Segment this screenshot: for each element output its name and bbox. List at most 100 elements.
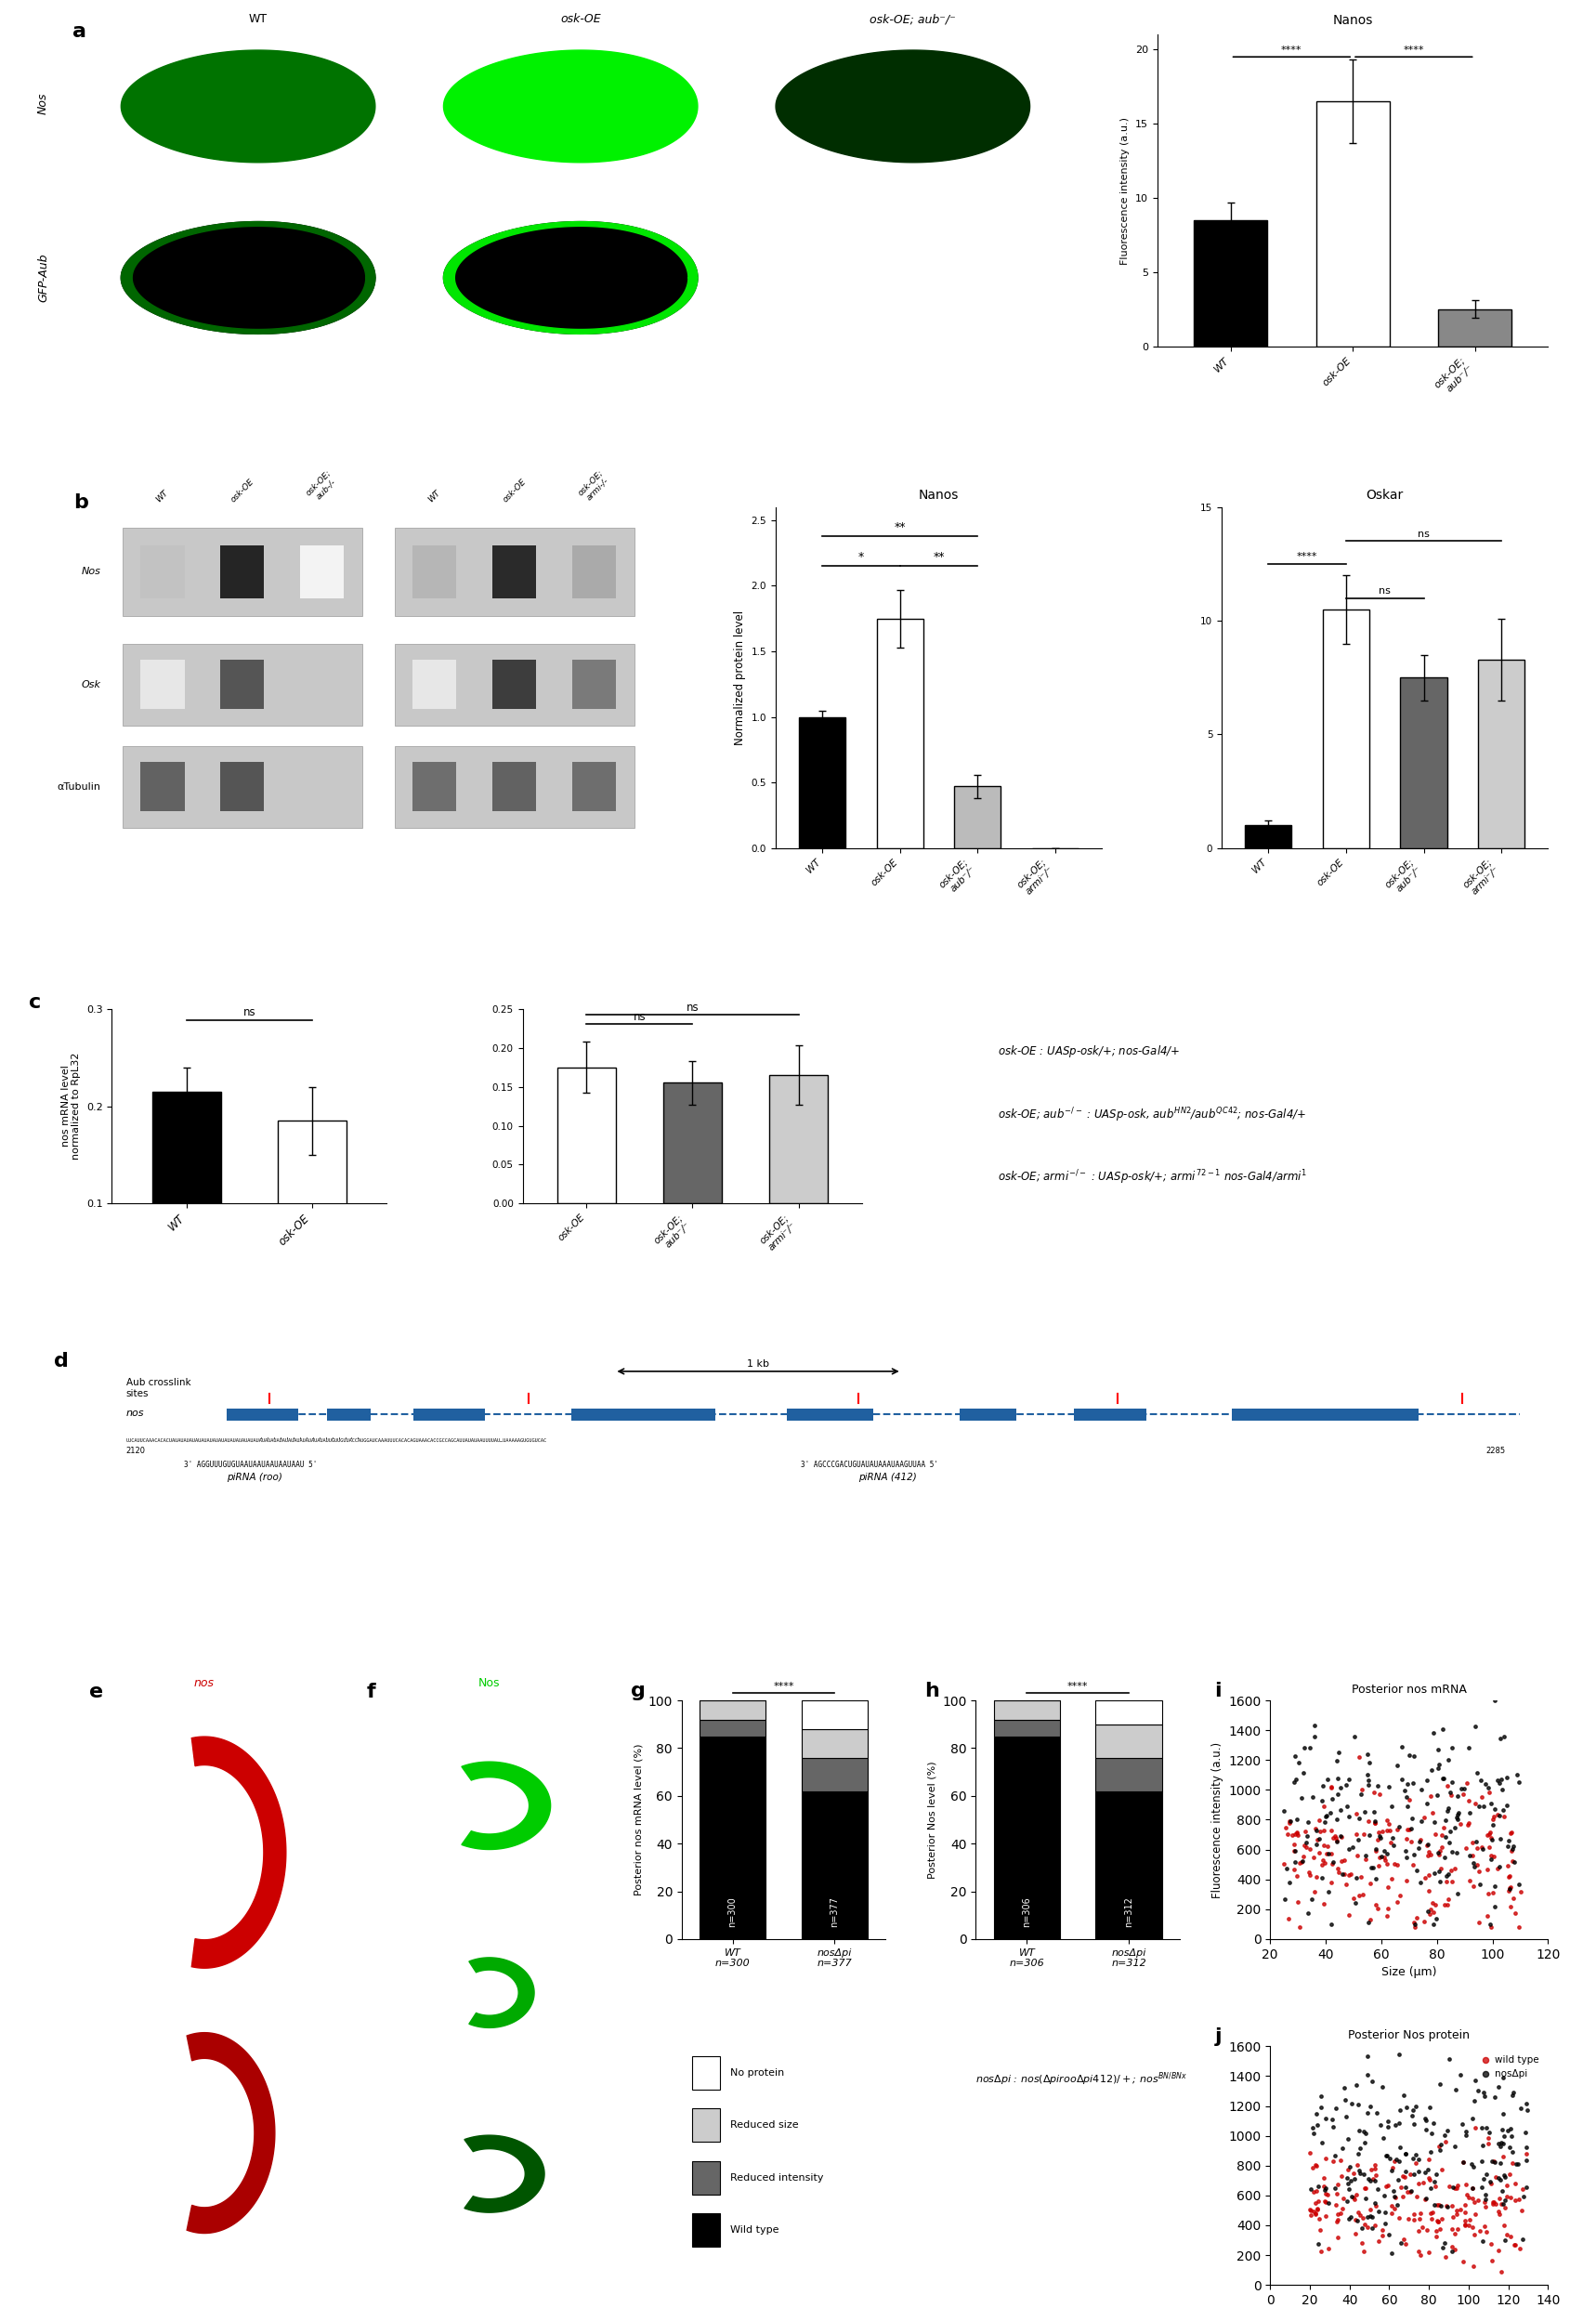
Point: [1320, 1844, 1345, 1881]
nosΔpi: [1476, 2126, 1502, 2163]
nosΔpi: [1352, 2232, 1377, 2269]
Point: [1435, 1768, 1460, 1805]
Point: [1333, 1867, 1358, 1904]
wild type: [1400, 2140, 1425, 2176]
Point: [1422, 1853, 1448, 1890]
nosΔpi: [1475, 2213, 1500, 2250]
Point: [1282, 1826, 1307, 1863]
Point: [1452, 1830, 1478, 1867]
Point: [1278, 1803, 1304, 1839]
nosΔpi: [1427, 2211, 1452, 2248]
Point: [1448, 1770, 1473, 1807]
wild type: [1483, 2144, 1508, 2181]
nosΔpi: [1494, 2179, 1519, 2216]
Point: [1314, 1798, 1339, 1835]
Text: 3' AGGUUUGUGUAAUAAUAAUAAUAAU 5': 3' AGGUUUGUGUAAUAAUAAUAAUAAU 5': [184, 1461, 316, 1470]
Bar: [876, 619, 922, 847]
Text: ns: ns: [1379, 586, 1390, 595]
Point: [1296, 1853, 1321, 1890]
Point: [1507, 1865, 1532, 1902]
Y-axis label: nos mRNA level
normalized to RpL32: nos mRNA level normalized to RpL32: [61, 1052, 81, 1161]
nosΔpi: [1424, 2213, 1449, 2250]
nosΔpi: [1462, 2110, 1487, 2146]
Point: [1291, 1729, 1317, 1766]
Bar: [123, 745, 362, 829]
Bar: [220, 660, 265, 709]
Point: [1508, 1874, 1534, 1911]
Point: [1479, 1821, 1505, 1858]
wild type: [1350, 2156, 1376, 2193]
Bar: [800, 718, 846, 847]
nosΔpi: [1460, 2170, 1486, 2206]
nosΔpi: [1382, 2179, 1408, 2216]
nosΔpi: [1481, 2183, 1507, 2220]
Bar: [1232, 1408, 1419, 1419]
Point: [1412, 1800, 1438, 1837]
Point: [1470, 1830, 1495, 1867]
Point: [1320, 1846, 1345, 1883]
Bar: [1095, 1701, 1162, 1724]
Point: [1329, 1856, 1355, 1893]
Point: [1417, 1895, 1443, 1932]
wild type: [1513, 2084, 1539, 2121]
Text: αTubulin: αTubulin: [57, 782, 101, 792]
nosΔpi: [1302, 2186, 1328, 2223]
Point: [1339, 1828, 1365, 1865]
Point: [1299, 1779, 1325, 1816]
wild type: [1492, 2181, 1518, 2218]
Text: Reduced intensity: Reduced intensity: [731, 2172, 824, 2181]
Point: [1393, 1779, 1419, 1816]
Point: [1475, 1897, 1500, 1934]
Point: [1291, 1826, 1317, 1863]
nosΔpi: [1392, 2220, 1417, 2257]
Point: [1443, 1851, 1468, 1888]
nosΔpi: [1301, 2149, 1326, 2186]
nosΔpi: [1487, 2181, 1513, 2218]
Point: [1460, 1867, 1486, 1904]
Point: [1272, 1791, 1298, 1828]
wild type: [1384, 2142, 1409, 2179]
Point: [1361, 1793, 1387, 1830]
nosΔpi: [1443, 2232, 1468, 2269]
nosΔpi: [1499, 2179, 1524, 2216]
Point: [1494, 1828, 1519, 1865]
wild type: [1304, 2096, 1329, 2133]
nosΔpi: [1412, 2181, 1438, 2218]
Polygon shape: [444, 222, 697, 335]
Point: [1457, 1837, 1483, 1874]
Point: [1443, 1800, 1468, 1837]
Point: [1478, 1906, 1503, 1943]
wild type: [1381, 2172, 1406, 2209]
nosΔpi: [1433, 2239, 1459, 2276]
Point: [1336, 1761, 1361, 1798]
wild type: [1334, 2160, 1360, 2197]
Polygon shape: [121, 51, 375, 162]
nosΔpi: [1436, 2167, 1462, 2204]
Point: [1366, 1775, 1392, 1812]
wild type: [1393, 2089, 1419, 2126]
nosΔpi: [1428, 2151, 1454, 2188]
Point: [1290, 1844, 1315, 1881]
Point: [1420, 1906, 1446, 1943]
Point: [1468, 1828, 1494, 1865]
Point: [1436, 1775, 1462, 1812]
Bar: [1095, 1791, 1162, 1939]
Text: $nos\Delta pi$ : $nos(\Delta piroo\Delta pi412)/+$; $nos^{BN/BNx}$: $nos\Delta pi$ : $nos(\Delta piroo\Delta…: [975, 2070, 1187, 2086]
wild type: [1510, 2179, 1535, 2216]
Point: [1428, 1816, 1454, 1853]
Point: [1304, 1858, 1329, 1895]
Point: [1420, 1893, 1446, 1929]
Polygon shape: [444, 51, 697, 162]
Text: piRNA (412): piRNA (412): [859, 1473, 918, 1482]
Point: [1472, 1789, 1497, 1826]
wild type: [1320, 2107, 1345, 2144]
Text: GFP-Aub: GFP-Aub: [37, 254, 49, 302]
Point: [1497, 1888, 1523, 1925]
nosΔpi: [1403, 2144, 1428, 2181]
nosΔpi: [1361, 2149, 1387, 2186]
nosΔpi: [1502, 2227, 1527, 2264]
Point: [1302, 1717, 1328, 1754]
nosΔpi: [1341, 2179, 1366, 2216]
Point: [1478, 1837, 1503, 1874]
wild type: [1489, 2112, 1515, 2149]
